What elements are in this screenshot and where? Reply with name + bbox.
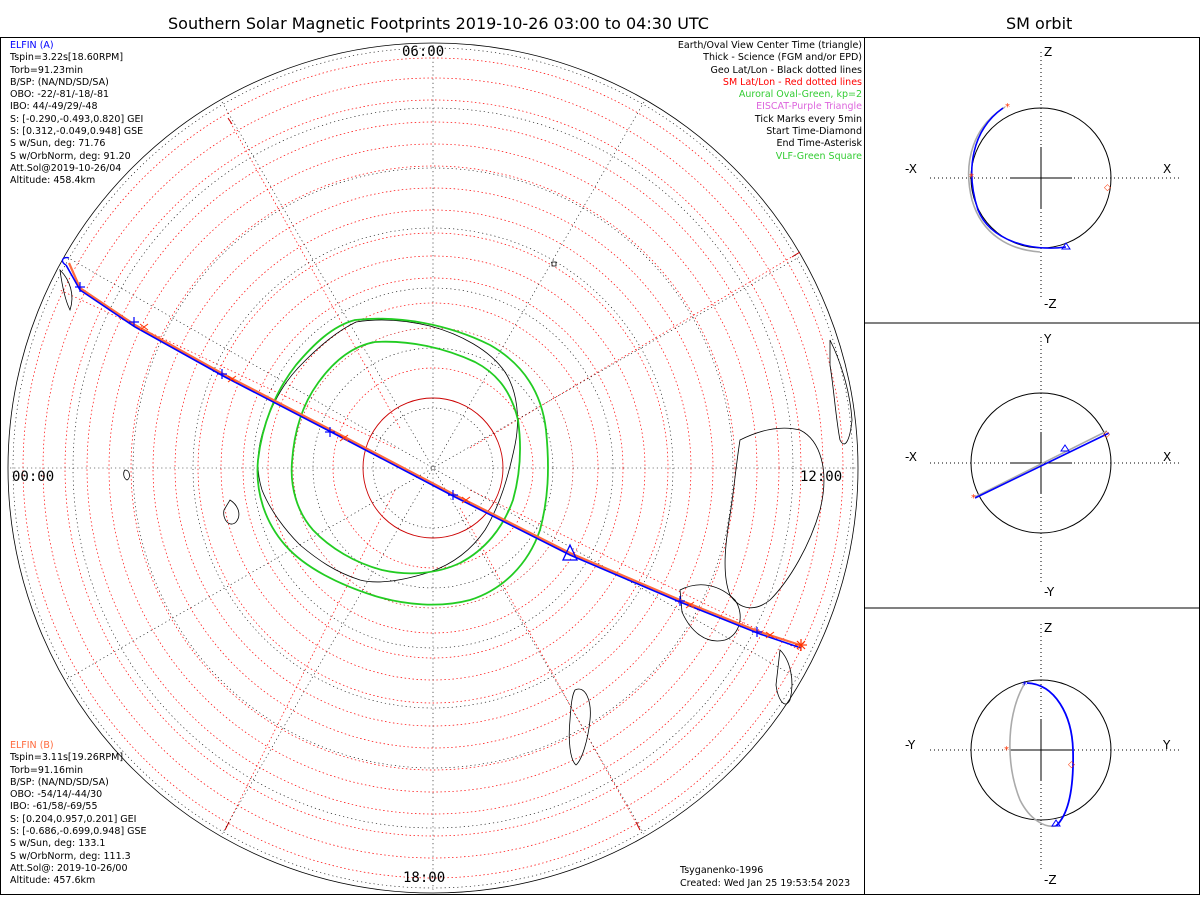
orbit-panel-xy: * ◇ xyxy=(930,337,1180,585)
elfin-b-line: Tspin=3.11s[19.26RPM] xyxy=(10,752,124,764)
svg-text:*: * xyxy=(1004,745,1009,756)
main-title: Southern Solar Magnetic Footprints 2019-… xyxy=(168,14,709,33)
sm-meridian-ray-2 xyxy=(635,821,641,831)
orbit-yz-bottom-label: -Z xyxy=(1044,873,1057,887)
time-label-left: 00:00 xyxy=(12,469,55,485)
orbit-xy-left-label: -X xyxy=(905,450,917,464)
orbit-panel-xz: * * ◇ xyxy=(930,52,1180,300)
time-label-bottom: 18:00 xyxy=(403,870,446,886)
elfin-b-line: S: [-0.686,-0.699,0.948] GSE xyxy=(10,826,147,838)
auroral-oval-inner xyxy=(290,340,521,575)
legend-entry: Thick - Science (FGM and/or EPD) xyxy=(703,52,862,64)
legend-entry: End Time-Asterisk xyxy=(776,138,862,150)
elfin-a-line: S: [0.312,-0.049,0.948] GSE xyxy=(10,126,144,138)
elfin-a-line: OBO: -22/-81/-18/-81 xyxy=(10,89,110,101)
elfin-a-line: Att.Sol@2019-10-26/04 xyxy=(10,162,122,174)
time-label-top: 06:00 xyxy=(402,44,445,60)
map-outer-circle xyxy=(7,42,859,894)
legend-entry: Earth/Oval View Center Time (triangle) xyxy=(677,40,862,51)
orbit-xz-top-label: Z xyxy=(1044,45,1053,59)
elfin-a-name: ELFIN (A) xyxy=(10,40,54,51)
elfin-b-info: ELFIN (B) Tspin=3.11s[19.26RPM] Torb=91.… xyxy=(10,740,147,888)
track-tick-marks xyxy=(75,282,762,637)
legend-entry: Auroral Oval-Green, kp=2 xyxy=(738,89,862,101)
created-credit: Created: Wed Jan 25 19:53:54 2023 xyxy=(680,877,851,889)
elfin-a-line: Torb=91.23min xyxy=(10,64,84,76)
legend-entry: EISCAT-Purple Triangle xyxy=(756,101,862,113)
orbit-xz-bottom-label: -Z xyxy=(1044,297,1057,311)
legend-entry: VLF-Green Square xyxy=(775,150,862,162)
elfin-b-name: ELFIN (B) xyxy=(10,740,54,751)
legend: Earth/Oval View Center Time (triangle) T… xyxy=(678,40,862,163)
elfin-b-line: OBO: -54/14/-44/30 xyxy=(10,789,103,801)
orbit-panel-yz: * * ◇ xyxy=(930,624,1180,872)
time-label-right: 12:00 xyxy=(800,469,843,485)
elfin-a-line: Altitude: 458.4km xyxy=(10,175,96,187)
elfin-b-line: Torb=91.16min xyxy=(10,764,84,776)
elfin-b-line: S w/Sun, deg: 133.1 xyxy=(10,838,106,850)
orbit-xy-right-label: X xyxy=(1163,450,1172,464)
end-asterisk xyxy=(795,639,807,651)
svg-text:◇: ◇ xyxy=(1103,430,1110,440)
elfin-a-line: S w/Sun, deg: 71.76 xyxy=(10,138,106,150)
orbit-title: SM orbit xyxy=(1006,14,1073,33)
orbit-xy-bottom-label: -Y xyxy=(1044,585,1055,599)
credits: Tsyganenko-1996 Created: Wed Jan 25 19:5… xyxy=(680,865,850,890)
svg-text:*: * xyxy=(1005,102,1010,113)
polar-map xyxy=(7,42,859,894)
elfin-b-line: Att.Sol@: 2019-10-26/00 xyxy=(10,862,128,874)
auroral-oval-outer xyxy=(256,317,549,606)
orbit-yz-top-label: Z xyxy=(1044,621,1053,635)
geo-latlon-grid xyxy=(10,45,858,890)
view-center-triangle xyxy=(561,543,579,561)
elfin-a-line: Tspin=3.22s[18.60RPM] xyxy=(10,52,124,64)
elfin-a-line: B/SP: (NA/ND/SD/SA) xyxy=(10,76,109,88)
model-credit: Tsyganenko-1996 xyxy=(680,865,764,876)
orbit-yz-right-label: Y xyxy=(1163,738,1171,752)
legend-entry: SM Lat/Lon - Red dotted lines xyxy=(722,76,862,88)
elfin-b-line: S: [0.204,0.957,0.201] GEI xyxy=(10,813,137,825)
auroral-ovals xyxy=(256,317,549,606)
legend-entry: Start Time-Diamond xyxy=(766,126,862,138)
svg-text:◇: ◇ xyxy=(1068,760,1075,770)
svg-text:*: * xyxy=(969,172,974,183)
elfin-b-line: IBO: -61/58/-69/55 xyxy=(10,801,98,813)
legend-entry: Tick Marks every 5min xyxy=(754,113,862,125)
sm-meridian-ray-1 xyxy=(791,251,801,258)
elfin-b-line: B/SP: (NA/ND/SD/SA) xyxy=(10,776,109,788)
orbit-xz-right-label: X xyxy=(1163,162,1172,176)
elfin-a-line: S w/OrbNorm, deg: 91.20 xyxy=(10,150,131,162)
orbit-xy-top-label: Y xyxy=(1044,332,1052,346)
elfin-a-track xyxy=(65,264,802,649)
elfin-b-line: Altitude: 457.6km xyxy=(10,875,96,887)
elfin-b-tick-marks xyxy=(139,323,775,639)
elfin-b-track xyxy=(67,262,801,647)
elfin-a-start-hook xyxy=(61,256,70,266)
sm-meridian-dawn xyxy=(227,117,233,125)
orbit-xz-left-label: -X xyxy=(905,162,917,176)
elfin-a-line: IBO: 44/-49/29/-48 xyxy=(10,101,98,113)
elfin-a-info: ELFIN (A) Tspin=3.22s[18.60RPM] Torb=91.… xyxy=(10,40,143,188)
elfin-a-line: S: [-0.290,-0.493,0.820] GEI xyxy=(10,113,144,125)
svg-text:◇: ◇ xyxy=(1104,183,1111,193)
legend-entry: Geo Lat/Lon - Black dotted lines xyxy=(710,64,862,76)
svg-text:*: * xyxy=(1022,680,1027,691)
svg-text:*: * xyxy=(971,493,976,504)
orbit-yz-left-label: -Y xyxy=(905,738,916,752)
elfin-b-line: S w/OrbNorm, deg: 111.3 xyxy=(10,850,131,862)
